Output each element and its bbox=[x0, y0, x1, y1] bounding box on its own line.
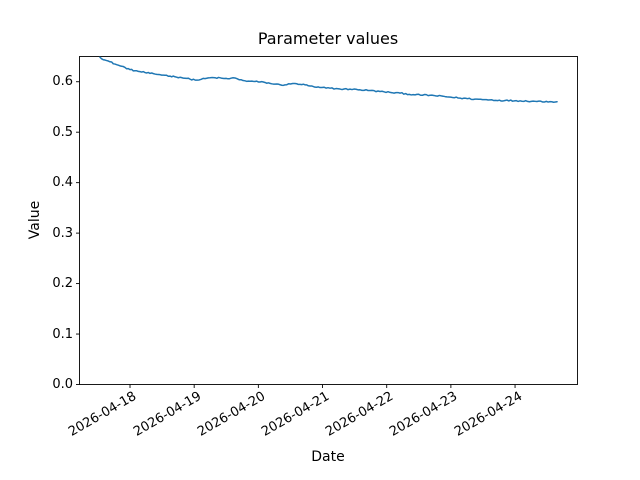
y-tick-label: 0.3 bbox=[52, 225, 73, 241]
y-tick-label: 0.5 bbox=[52, 124, 73, 140]
series-line-parameter-value bbox=[99, 56, 558, 103]
y-tick-label: 0.1 bbox=[52, 326, 73, 342]
y-tick-label: 0.4 bbox=[52, 175, 73, 191]
y-tick-label: 0.6 bbox=[52, 74, 73, 90]
chart-title: Parameter values bbox=[257, 29, 399, 48]
axes-spines bbox=[79, 56, 578, 385]
y-tick-label: 0.0 bbox=[52, 377, 73, 392]
y-tick-label: 0.2 bbox=[52, 276, 73, 292]
x-axis-label: Date bbox=[311, 449, 345, 465]
